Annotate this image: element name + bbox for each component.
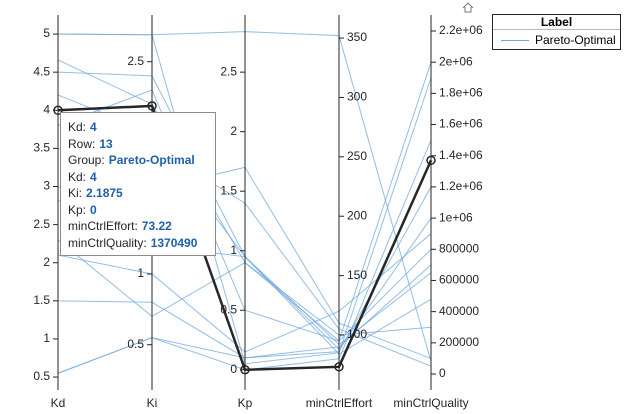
- tooltip-value: 1370490: [150, 235, 198, 250]
- tick-label: 1: [137, 266, 144, 280]
- tick-label: 800000: [439, 241, 479, 255]
- tooltip-label: Group:: [68, 153, 105, 167]
- highlight-marker: [53, 105, 63, 116]
- tick-label: 0.5: [33, 369, 50, 383]
- tick-label: 2e+06: [439, 54, 473, 68]
- tick-label: 1.4e+06: [439, 148, 483, 162]
- tooltip-label: Row:: [68, 136, 96, 151]
- tooltip-value: 0: [90, 202, 97, 217]
- tick-label: 1.8e+06: [439, 86, 483, 100]
- legend: Label Pareto-Optimal: [492, 14, 621, 50]
- home-icon[interactable]: [462, 2, 474, 13]
- tooltip-value: 73.22: [141, 219, 172, 233]
- axis-label: minCtrlQuality: [393, 396, 468, 410]
- tick-label: 1.6e+06: [439, 117, 483, 131]
- tick-label: 1.5: [33, 293, 50, 307]
- tick-label: 1.2e+06: [439, 179, 483, 193]
- tooltip-row: Row: 13: [68, 136, 215, 153]
- tooltip-label: Kd:: [68, 169, 87, 184]
- tick-label: 3.5: [33, 141, 50, 155]
- tooltip-row: Kd: 4: [68, 169, 215, 186]
- axis-label: Ki: [147, 396, 158, 410]
- tick-label: 1: [230, 243, 237, 257]
- axis-label: Kp: [238, 396, 253, 410]
- data-line: [57, 104, 433, 372]
- tooltip-value: Pareto-Optimal: [108, 153, 195, 167]
- tick-label: 3: [43, 179, 50, 193]
- tooltip-value: 4: [90, 120, 97, 134]
- tick-label: 350: [347, 30, 367, 44]
- tick-label: 300: [347, 90, 367, 104]
- legend-label: Pareto-Optimal: [535, 33, 616, 47]
- tick-label: 0: [230, 362, 237, 376]
- tick-label: 2: [230, 124, 237, 138]
- tick-label: 400000: [439, 304, 479, 318]
- tooltip: Kd: 4 Row: 13 Group: Pareto-Optimal Kd: 4 Ki: 2.1…: [60, 112, 216, 256]
- tooltip-value: 13: [99, 136, 113, 151]
- tick-label: 250: [347, 149, 367, 163]
- tick-label: 2.5: [33, 217, 50, 231]
- tooltip-label: Ki:: [68, 186, 83, 200]
- highlight-marker: [334, 362, 344, 372]
- highlight-marker: [426, 155, 436, 166]
- tick-label: 1.5: [220, 183, 237, 197]
- tick-label: 1: [43, 331, 50, 345]
- tooltip-label: minCtrlQuality:: [68, 235, 147, 250]
- tooltip-row: Kd: 4: [68, 119, 215, 136]
- tick-label: 4.5: [33, 64, 50, 78]
- tooltip-value: 2.1875: [86, 186, 123, 200]
- tooltip-row: minCtrlQuality: 1370490: [68, 235, 215, 252]
- tooltip-label: Kp:: [68, 202, 87, 217]
- tooltip-row: Ki: 2.1875: [68, 185, 215, 202]
- tick-label: 2.5: [127, 54, 144, 68]
- legend-line: [501, 40, 529, 41]
- axis-label: Kd: [51, 396, 66, 410]
- tick-label: 2: [43, 255, 50, 269]
- tick-label: 1e+06: [439, 210, 473, 224]
- tick-label: 4: [43, 102, 50, 116]
- tick-label: 0.5: [127, 337, 144, 351]
- tick-label: 2.5: [220, 64, 237, 78]
- tooltip-label: minCtrlEffort:: [68, 219, 138, 233]
- tooltip-row: Group: Pareto-Optimal: [68, 152, 215, 169]
- tooltip-value: 4: [90, 169, 97, 184]
- tick-label: 600000: [439, 273, 479, 287]
- tooltip-label: Kd:: [68, 120, 87, 134]
- legend-title: Label: [493, 15, 620, 30]
- tick-label: 200: [347, 208, 367, 222]
- tick-label: 5: [43, 26, 50, 40]
- tooltip-row: Kp: 0: [68, 202, 215, 219]
- highlight-marker: [147, 101, 157, 111]
- axis-label: minCtrlEffort: [306, 396, 373, 410]
- legend-entry: Pareto-Optimal: [493, 30, 620, 50]
- tick-label: 0: [439, 366, 446, 380]
- tick-label: 150: [347, 268, 367, 282]
- tooltip-row: minCtrlEffort: 73.22: [68, 218, 215, 235]
- tick-label: 2.2e+06: [439, 23, 483, 37]
- tick-label: 200000: [439, 335, 479, 349]
- highlight-marker: [240, 365, 250, 375]
